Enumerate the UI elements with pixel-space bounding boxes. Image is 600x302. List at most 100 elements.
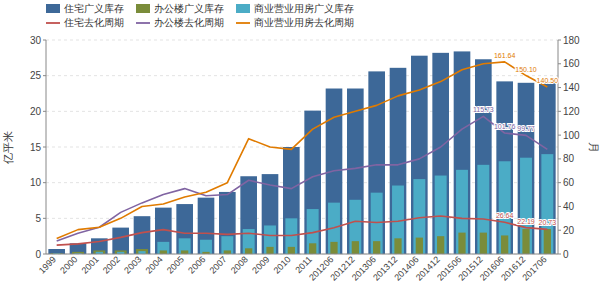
bar (224, 250, 231, 254)
y2-tick-label: 160 (563, 58, 580, 69)
y2-tick (558, 206, 561, 207)
legend-handle (136, 22, 150, 24)
legend-item: 商业营业用房去化周期 (236, 17, 354, 28)
x-tick-label: 2004 (144, 254, 165, 275)
annotation: 161.64 (494, 52, 516, 59)
y-tick-label: 0 (35, 249, 41, 260)
bar (245, 248, 252, 254)
bar (136, 249, 148, 254)
y2-tick-label: 60 (563, 177, 575, 188)
y2-tick (558, 158, 561, 159)
legend: 住宅广义库存办公楼广义库存商业营业用房广义库存住宅去化周期办公楼去化周期商业营业… (46, 3, 354, 28)
annotation: 150.10 (515, 66, 537, 73)
legend-label: 办公楼广义库存 (154, 3, 224, 14)
bar (115, 250, 127, 254)
bar (437, 236, 444, 254)
bar (219, 192, 236, 254)
bar (371, 193, 383, 254)
line (57, 116, 548, 241)
bar (330, 242, 337, 254)
y-tick-label: 30 (30, 35, 42, 46)
bar (349, 200, 361, 254)
y-tick-label: 15 (30, 142, 42, 153)
marks (48, 51, 555, 254)
annotations: 26.6422.1920.73115.73101.7699.77161.6415… (473, 52, 558, 227)
x-axis-line (46, 254, 558, 255)
y-tick-label: 10 (30, 177, 42, 188)
bar (283, 147, 300, 254)
bar (432, 53, 449, 254)
legend-handle (136, 4, 150, 13)
y2-tick-label: 140 (563, 82, 580, 93)
line (57, 62, 548, 239)
bar (288, 247, 295, 254)
bar (392, 186, 404, 254)
legend-label: 商业营业用房去化周期 (254, 17, 354, 28)
bar (496, 81, 513, 254)
bar (157, 242, 169, 254)
bar (454, 51, 471, 254)
y2-tick (558, 40, 561, 41)
legend-handle (236, 4, 250, 13)
x-tick-label: 2006 (186, 254, 207, 275)
bar (134, 216, 151, 254)
y-tick (43, 111, 46, 112)
legend-handle (236, 22, 250, 24)
y-tick (43, 254, 46, 255)
y2-tick-label: 40 (563, 201, 575, 212)
y-tick (43, 218, 46, 219)
grid-line (46, 40, 558, 41)
legend-handle (46, 22, 60, 24)
x-tick-label: 2000 (58, 254, 79, 275)
y2-tick-label: 80 (563, 153, 575, 164)
y2-tick-label: 180 (563, 35, 580, 46)
axes: 0510152025300204060801001201401601801999… (30, 35, 580, 283)
bar (176, 204, 193, 254)
y2-tick (558, 230, 561, 231)
bar (480, 233, 487, 254)
bar (198, 198, 215, 254)
bar (221, 236, 233, 254)
y2-tick (558, 63, 561, 64)
bar (240, 176, 257, 254)
bar (456, 170, 468, 254)
chart: 0510152025300204060801001201401601801999… (0, 0, 600, 302)
bar (520, 158, 532, 254)
y-axis-title: 亿平米 (2, 131, 14, 165)
annotation: 115.73 (473, 106, 494, 113)
y2-tick (558, 111, 561, 112)
bar (181, 250, 188, 254)
bar (309, 243, 316, 254)
y2-tick (558, 87, 561, 88)
bar (522, 229, 529, 254)
y2-axis-title: 月 (588, 142, 600, 153)
legend-label: 商业营业用房广义库存 (254, 3, 354, 14)
grid (46, 40, 558, 254)
legend-item: 商业营业用房广义库存 (236, 3, 354, 14)
grid-line (46, 254, 558, 255)
legend-item: 住宅去化周期 (46, 17, 124, 28)
x-tick-label: 2003 (122, 254, 143, 275)
bar (413, 179, 425, 254)
annotation: 101.76 (494, 123, 516, 130)
y-tick (43, 182, 46, 183)
x-tick-label: 2009 (250, 254, 271, 275)
bar (416, 238, 423, 254)
x-tick-label: 2001 (80, 254, 101, 275)
bar (160, 250, 167, 254)
annotation: 22.19 (517, 218, 535, 225)
bar (264, 225, 276, 254)
x-tick-label: 2002 (101, 254, 122, 275)
bar (458, 233, 465, 254)
y-tick-label: 20 (30, 106, 42, 117)
x-tick-label: 2005 (165, 254, 186, 275)
bar (179, 238, 191, 254)
y-tick (43, 40, 46, 41)
bar (266, 247, 273, 254)
bar (200, 240, 212, 254)
annotation: 99.77 (517, 125, 535, 132)
bar (373, 241, 380, 254)
legend-item: 办公楼广义库存 (136, 3, 224, 14)
bar (475, 59, 492, 254)
legend-label: 住宅广义库存 (64, 3, 124, 14)
